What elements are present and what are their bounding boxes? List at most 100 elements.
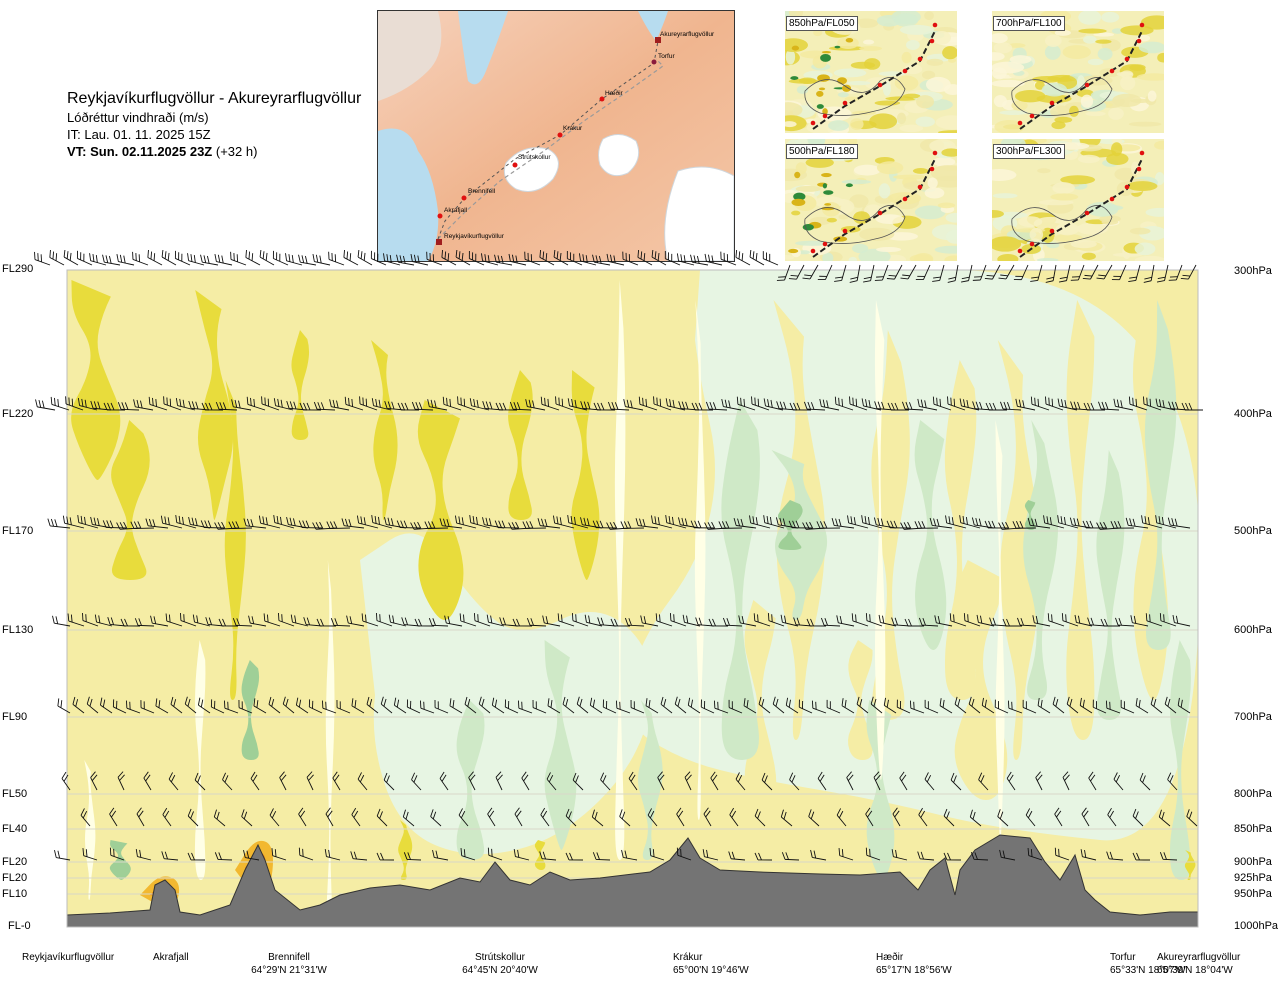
downdraft-core <box>866 700 895 880</box>
thumbnail-850hpa[interactable]: 850hPa/FL050 <box>785 11 957 133</box>
wind-barb <box>1079 697 1093 714</box>
route-point <box>1136 38 1142 44</box>
field-patch <box>1099 68 1121 77</box>
wind-barb <box>540 807 550 827</box>
terrain-profile <box>67 834 1198 927</box>
wind-barb <box>61 771 71 791</box>
location-label-strutskollur: Strútskollur 64°45'N 20°40'W <box>460 951 540 977</box>
field-patch <box>915 116 935 127</box>
wind-barb <box>316 618 337 627</box>
field-patch <box>1034 81 1045 90</box>
route-point <box>1049 100 1055 106</box>
field-patch <box>993 42 1013 54</box>
field-patch <box>1083 35 1097 44</box>
pressure-label: 950hPa <box>1234 888 1272 900</box>
route-point <box>810 120 816 126</box>
valid-time-offset: (+32 h) <box>215 144 258 159</box>
wind-barb <box>187 808 199 827</box>
thumbnail-700hpa[interactable]: 700hPa/FL100 <box>992 11 1164 133</box>
wind-barb <box>136 807 145 827</box>
wind-barb <box>282 696 295 714</box>
wind-barb <box>1054 807 1063 827</box>
route-line <box>1019 158 1143 258</box>
field-patch <box>875 214 905 225</box>
field-patch <box>1076 222 1109 235</box>
wind-barb <box>1047 613 1065 627</box>
wind-barb <box>810 849 827 861</box>
wind-barb <box>584 614 603 627</box>
initial-time: IT: Lau. 01. 11. 2025 15Z <box>67 127 211 142</box>
route-point <box>877 82 883 88</box>
field-patch <box>1007 43 1026 48</box>
updraft-core <box>71 280 121 480</box>
updraft-core <box>291 330 310 440</box>
wind-barb <box>943 808 955 827</box>
wind-barb <box>589 697 603 714</box>
field-patch <box>1054 116 1073 123</box>
field-patch <box>937 202 956 209</box>
field-patch <box>1080 94 1094 108</box>
thumbnail-500hpa[interactable]: 500hPa/FL180 <box>785 139 957 261</box>
wind-barb <box>793 617 813 627</box>
wind-barb <box>597 617 617 627</box>
field-patch <box>1154 140 1164 150</box>
wind-barb <box>1022 699 1037 714</box>
wind-barb <box>439 771 449 791</box>
wind-barb <box>419 700 435 714</box>
field-patch <box>882 81 892 97</box>
wind-barb <box>298 847 314 861</box>
wind-barb <box>985 402 1008 411</box>
location-name: Akureyrarflugvöllur <box>1157 952 1241 963</box>
thumbnail-850hpa-label: 850hPa/FL050 <box>786 16 858 31</box>
field-patch <box>945 229 957 244</box>
wind-barb <box>831 517 855 529</box>
wind-barb <box>306 771 314 791</box>
wind-barb <box>526 617 547 627</box>
wind-barb <box>836 615 855 627</box>
wind-barb <box>376 808 388 827</box>
wind-barb <box>410 253 429 266</box>
wind-barb <box>147 250 163 266</box>
wind-barb <box>743 698 757 714</box>
wind-barb <box>1132 808 1144 827</box>
wind-barb <box>1100 618 1121 627</box>
map-label-strutskollur: Strútskollur <box>518 154 551 161</box>
wind-barb <box>351 807 361 827</box>
field-patch <box>791 198 806 207</box>
wind-barb <box>112 699 127 714</box>
wind-barb <box>781 852 800 861</box>
wind-barb <box>1000 401 1022 411</box>
wind-barb <box>328 251 345 266</box>
wind-barb <box>939 698 953 714</box>
wind-barb <box>722 617 743 627</box>
downdraft-peak <box>241 660 260 760</box>
location-name: Reykjavíkurflugvöllur <box>22 952 115 963</box>
wind-barb <box>909 700 925 714</box>
wind-barb <box>655 613 673 627</box>
downdraft-core <box>544 640 577 850</box>
field-patch <box>823 190 834 195</box>
wind-barb <box>669 613 687 627</box>
wind-barb <box>1177 697 1191 714</box>
field-patch <box>845 183 853 188</box>
wind-barb <box>504 699 519 714</box>
wind-barb <box>651 250 667 266</box>
coastline <box>1011 205 1113 244</box>
wind-barb <box>1155 398 1176 411</box>
wind-barb <box>969 809 982 827</box>
field-patch <box>997 211 1028 219</box>
wind-barb <box>1110 520 1135 529</box>
wind-barb <box>231 399 252 411</box>
route-point <box>1139 22 1145 28</box>
wind-barb <box>344 396 364 411</box>
wind-barb <box>540 396 560 411</box>
map-label-brennifell: Brennifell <box>468 188 496 195</box>
field-patch <box>821 51 832 54</box>
thumbnail-300hpa[interactable]: 300hPa/FL300 <box>992 139 1164 261</box>
pressure-label: 925hPa <box>1234 872 1272 884</box>
wind-barb <box>984 264 1001 280</box>
map-label-reykjavik: Reykjavíkurflugvöllur <box>444 233 505 240</box>
route-point <box>1084 82 1090 88</box>
wind-barb <box>478 696 491 714</box>
field-patch <box>899 124 924 133</box>
